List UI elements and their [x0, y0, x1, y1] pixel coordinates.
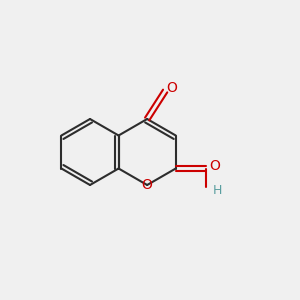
Text: O: O [142, 178, 153, 192]
Text: O: O [209, 160, 220, 173]
Text: H: H [213, 184, 222, 197]
Text: O: O [167, 81, 178, 95]
